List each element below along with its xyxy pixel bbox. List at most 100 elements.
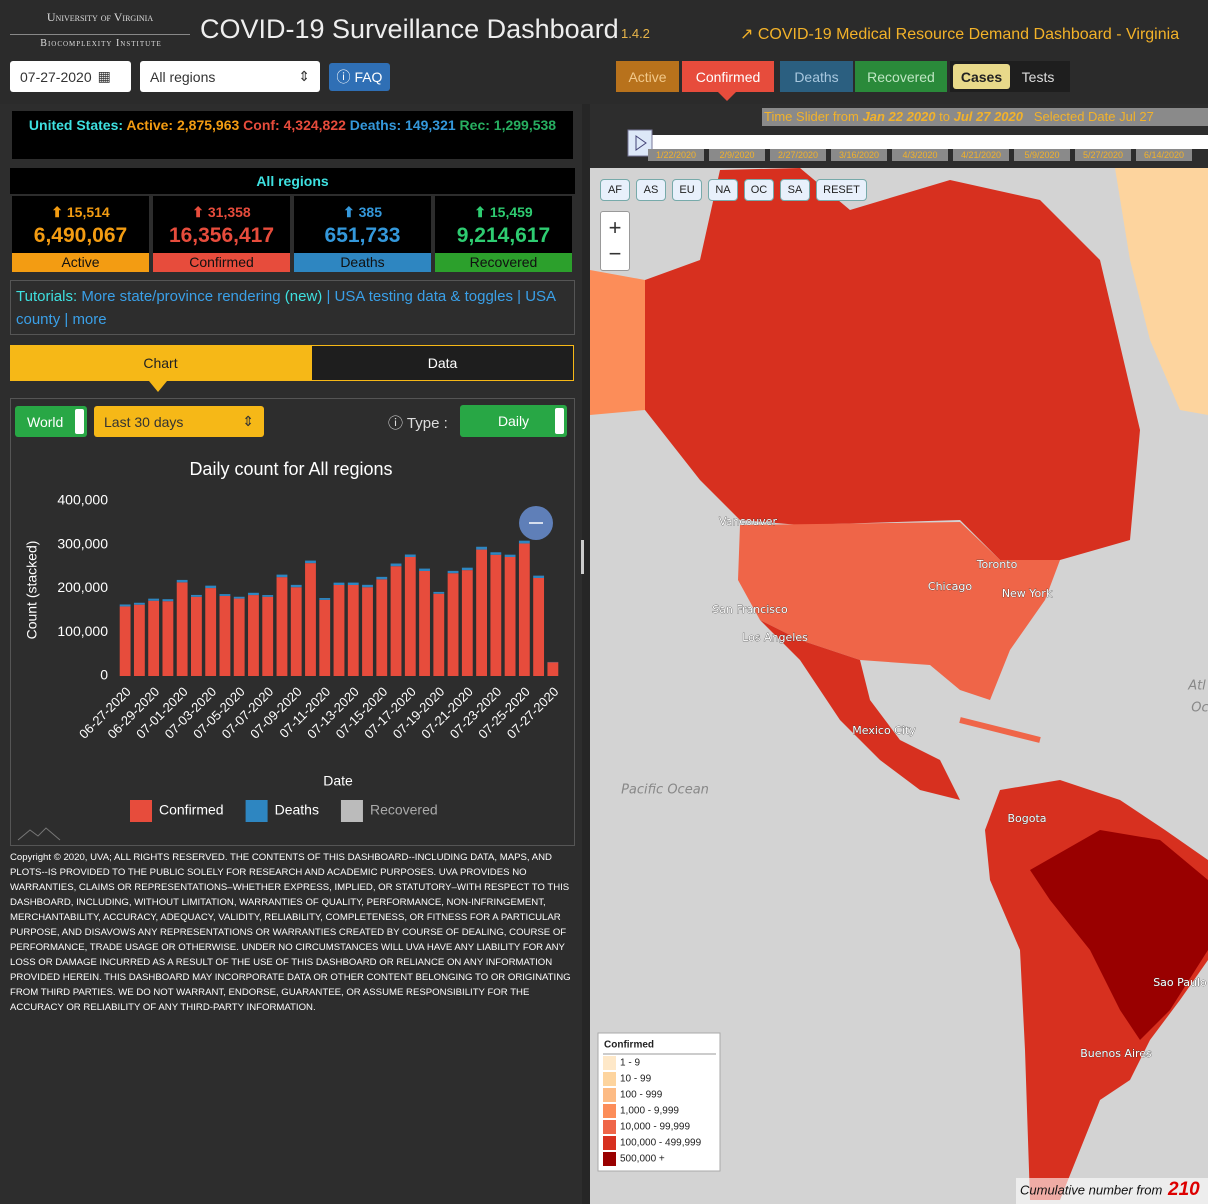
- scope-toggle[interactable]: World: [15, 406, 87, 437]
- bar-segment: [490, 552, 502, 555]
- region-text: All regions: [150, 68, 216, 85]
- chart-logo: [17, 827, 61, 841]
- tab-chart[interactable]: Chart: [10, 345, 311, 381]
- bar-segment: [390, 566, 402, 676]
- region-button[interactable]: EU: [672, 179, 702, 201]
- bar-segment: [390, 563, 402, 567]
- map-label: Oc: [1191, 701, 1208, 716]
- tab-recovered[interactable]: Recovered: [855, 61, 947, 92]
- legend-label: 100,000 - 499,999: [620, 1138, 702, 1149]
- region-button[interactable]: AS: [636, 179, 666, 201]
- logo-rule: [10, 34, 190, 35]
- region-select[interactable]: All regions ⇕: [140, 61, 320, 92]
- tab-cases[interactable]: Cases: [953, 64, 1010, 89]
- slider-caption-bg: [762, 108, 1208, 126]
- deaths-value: 149,321: [405, 117, 456, 133]
- bar-segment: [476, 549, 487, 676]
- legend-label: 10,000 - 99,999: [620, 1122, 690, 1133]
- slider-date: 2/27/2020: [770, 149, 826, 161]
- bar-segment: [305, 560, 316, 564]
- map-label: San Francisco: [712, 603, 788, 616]
- legend-label: 1 - 9: [620, 1058, 640, 1069]
- legend-swatch[interactable]: [340, 800, 363, 822]
- label: Active:: [126, 117, 174, 133]
- legend-swatch: [603, 1152, 616, 1166]
- bar-segment: [219, 594, 231, 596]
- app-title: COVID-19 Surveillance Dashboard: [200, 14, 619, 44]
- tutorial-link[interactable]: more: [72, 311, 107, 328]
- country: United States:: [28, 117, 124, 133]
- change: 15,514: [66, 204, 110, 220]
- tab-active[interactable]: Active: [616, 61, 679, 92]
- tab-confirmed[interactable]: Confirmed: [682, 61, 774, 92]
- map-label: Vancouver: [719, 515, 777, 528]
- map-label: Sao Paulo: [1153, 976, 1207, 989]
- legend-swatch[interactable]: [245, 800, 268, 822]
- logo-line2: Biocomplexity Institute: [40, 38, 162, 49]
- link-text[interactable]: COVID-19 Medical Resource Demand Dashboa…: [757, 26, 1180, 43]
- bar-segment: [376, 579, 388, 676]
- bar-segment: [362, 587, 373, 676]
- bar-segment: [262, 595, 274, 597]
- card-change: ⬆ 15,514: [51, 204, 110, 220]
- legend-swatch[interactable]: [130, 800, 152, 822]
- range-select[interactable]: Last 30 days ⇕: [94, 406, 264, 437]
- slider-date: 4/21/2020: [953, 149, 1009, 161]
- type-text: Daily: [497, 413, 530, 429]
- region-button[interactable]: NA: [708, 179, 738, 201]
- bar-segment: [148, 598, 160, 601]
- type-toggle[interactable]: Daily: [460, 405, 567, 437]
- legend-label: 1,000 - 9,999: [620, 1106, 679, 1117]
- tutorial-link[interactable]: USA county: [16, 288, 556, 328]
- date-picker[interactable]: 07-27-2020 ▦: [10, 61, 131, 92]
- bar-segment: [333, 582, 345, 585]
- legend-label[interactable]: Recovered: [370, 802, 438, 818]
- external-link[interactable]: ↗ COVID-19 Medical Resource Demand Dashb…: [740, 26, 1180, 43]
- region-button[interactable]: OC: [744, 179, 774, 201]
- bar-segment: [404, 557, 416, 676]
- bar-segment: [362, 584, 373, 588]
- card-label: Confirmed: [153, 253, 290, 272]
- y-axis-label: Count (stacked): [24, 541, 40, 640]
- splitter[interactable]: [581, 540, 584, 574]
- legend-swatch: [603, 1104, 616, 1118]
- brazil: [1030, 830, 1208, 1040]
- chart: Daily count for All regions Count (stack…: [17, 459, 561, 841]
- bar-segment: [533, 575, 545, 578]
- slider-date: 2/9/2020: [709, 149, 765, 161]
- legend-swatch: [603, 1136, 616, 1150]
- legend-label[interactable]: Deaths: [275, 802, 319, 818]
- slider-track: [640, 135, 1208, 149]
- bar-segment: [319, 598, 331, 600]
- region-button[interactable]: RESET: [816, 179, 867, 201]
- x-axis-label: Date: [323, 773, 353, 789]
- y-tick-label: 400,000: [57, 492, 108, 508]
- card-change: ⬆ 15,459: [474, 204, 533, 220]
- caption-date: Jan 22 2020: [862, 109, 936, 124]
- legend-swatch: [603, 1056, 616, 1070]
- tutorial-link[interactable]: USA testing data & toggles: [334, 288, 513, 305]
- tutorial-link[interactable]: More state/province rendering: [81, 288, 281, 305]
- card-total: 6,490,067: [33, 224, 128, 247]
- bar-segment: [476, 546, 487, 550]
- region-button[interactable]: AF: [600, 179, 630, 201]
- footer-text: Cumulative number from: [1020, 1182, 1162, 1197]
- tab-data[interactable]: Data: [311, 345, 574, 381]
- bar-segment: [461, 570, 473, 676]
- legend-label[interactable]: Confirmed: [159, 802, 224, 818]
- bar-segment: [333, 585, 345, 676]
- scope-text: World: [27, 413, 64, 430]
- zoom-in[interactable]: +: [608, 215, 622, 240]
- footer-number: 210: [1167, 1179, 1200, 1200]
- faq-button[interactable]: ⓘ FAQ: [329, 63, 390, 91]
- regions-title: All regions: [10, 168, 575, 194]
- bar-segment: [233, 598, 245, 676]
- tab-tests[interactable]: Tests: [1021, 68, 1055, 85]
- tab-pointer: [149, 381, 167, 392]
- region-button[interactable]: SA: [780, 179, 810, 201]
- zoom-out[interactable]: −: [608, 241, 622, 266]
- tab-deaths[interactable]: Deaths: [780, 61, 853, 92]
- legend-swatch: [603, 1088, 616, 1102]
- bar-segment: [148, 600, 160, 676]
